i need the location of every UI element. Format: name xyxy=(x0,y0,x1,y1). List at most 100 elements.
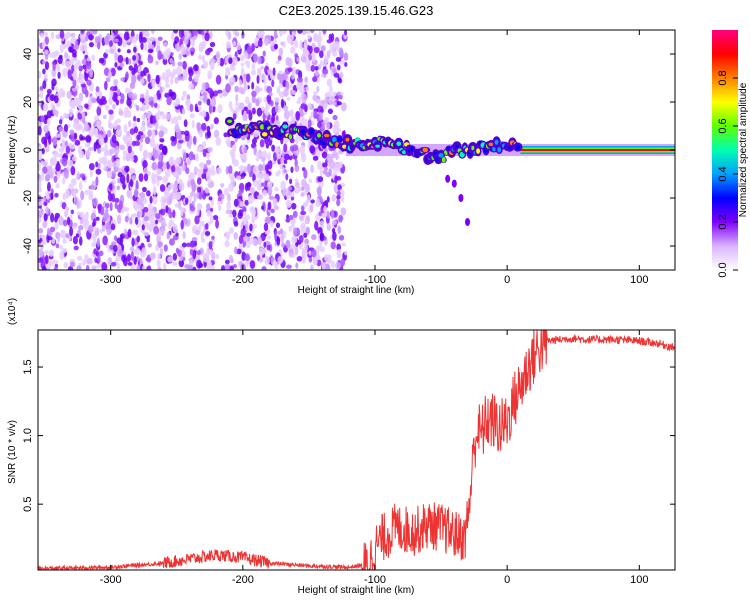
noise-speck xyxy=(323,254,330,262)
noise-speck xyxy=(123,112,128,118)
noise-speck xyxy=(294,53,299,59)
noise-speck xyxy=(104,35,110,46)
noise-speck xyxy=(284,136,289,144)
noise-speck xyxy=(336,101,342,106)
noise-speck xyxy=(156,40,161,47)
noise-speck xyxy=(134,247,141,256)
noise-speck xyxy=(42,80,47,90)
noise-speck xyxy=(125,153,131,162)
noise-speck xyxy=(217,196,222,202)
noise-speck xyxy=(45,194,50,200)
noise-speck xyxy=(213,117,219,125)
noise-speck xyxy=(286,214,290,220)
noise-speck xyxy=(91,97,98,104)
noise-speck xyxy=(78,150,85,159)
noise-speck xyxy=(107,192,113,202)
noise-speck xyxy=(188,75,193,82)
noise-speck xyxy=(80,190,85,201)
noise-speck xyxy=(255,157,260,162)
carrier-blob-core xyxy=(261,132,268,137)
noise-speck xyxy=(114,158,121,168)
noise-speck xyxy=(336,194,341,200)
noise-speck xyxy=(51,83,55,91)
noise-speck xyxy=(59,30,65,39)
noise-speck xyxy=(245,214,250,221)
noise-speck xyxy=(41,147,45,155)
noise-speck xyxy=(169,91,175,97)
noise-speck xyxy=(162,58,168,66)
noise-speck xyxy=(315,245,321,253)
noise-speck xyxy=(215,137,222,146)
noise-speck xyxy=(188,83,195,90)
noise-speck xyxy=(106,170,113,179)
noise-speck xyxy=(84,72,89,82)
noise-speck xyxy=(137,264,141,270)
noise-speck xyxy=(182,90,187,97)
noise-speck xyxy=(300,192,305,197)
noise-speck xyxy=(292,210,298,218)
noise-speck xyxy=(133,188,139,198)
noise-speck xyxy=(165,112,171,121)
noise-speck xyxy=(308,115,313,120)
noise-speck xyxy=(226,142,232,148)
noise-speck xyxy=(238,165,245,171)
noise-speck xyxy=(140,191,145,202)
noise-speck xyxy=(280,233,285,243)
noise-speck xyxy=(38,257,44,263)
noise-speck xyxy=(77,125,82,131)
noise-speck xyxy=(42,59,47,65)
noise-speck xyxy=(243,154,247,162)
noise-speck xyxy=(273,205,280,211)
noise-speck xyxy=(143,173,149,182)
noise-speck xyxy=(49,52,54,58)
noise-speck xyxy=(154,219,159,225)
noise-speck xyxy=(296,99,302,105)
noise-speck xyxy=(159,86,163,94)
noise-speck xyxy=(270,208,275,214)
noise-speck xyxy=(86,148,91,159)
noise-speck xyxy=(40,171,45,181)
noise-speck xyxy=(149,137,156,148)
noise-speck xyxy=(119,174,126,185)
noise-speck xyxy=(136,235,141,243)
noise-speck xyxy=(256,75,260,84)
noise-speck xyxy=(84,142,91,148)
noise-speck xyxy=(62,219,68,227)
noise-speck xyxy=(267,186,273,195)
noise-speck xyxy=(157,241,163,248)
noise-speck xyxy=(270,256,275,262)
noise-speck xyxy=(169,72,176,80)
noise-speck xyxy=(196,203,203,210)
noise-speck xyxy=(124,165,130,173)
noise-speck xyxy=(207,87,213,94)
noise-speck xyxy=(335,261,341,270)
noise-speck xyxy=(314,65,319,71)
noise-speck xyxy=(127,261,133,266)
noise-speck xyxy=(65,145,71,154)
noise-speck xyxy=(62,130,67,136)
noise-speck xyxy=(180,219,184,230)
noise-speck xyxy=(321,212,326,218)
noise-speck xyxy=(115,99,120,106)
noise-speck xyxy=(312,94,318,102)
noise-speck xyxy=(280,156,285,165)
noise-speck xyxy=(47,236,53,241)
noise-speck xyxy=(130,156,135,162)
noise-speck xyxy=(44,36,49,45)
noise-speck xyxy=(283,88,289,97)
noise-speck xyxy=(72,122,79,129)
carrier-trail xyxy=(465,218,471,226)
noise-speck xyxy=(71,156,77,162)
noise-speck xyxy=(62,238,67,244)
noise-speck xyxy=(235,101,240,107)
noise-speck xyxy=(107,160,113,169)
noise-speck xyxy=(316,85,320,93)
noise-speck xyxy=(103,166,108,172)
noise-speck xyxy=(283,105,289,112)
noise-speck xyxy=(340,207,347,216)
noise-speck xyxy=(113,38,119,43)
noise-speck xyxy=(158,130,165,138)
noise-speck xyxy=(318,180,324,189)
noise-speck xyxy=(72,190,77,199)
noise-speck xyxy=(87,224,94,234)
